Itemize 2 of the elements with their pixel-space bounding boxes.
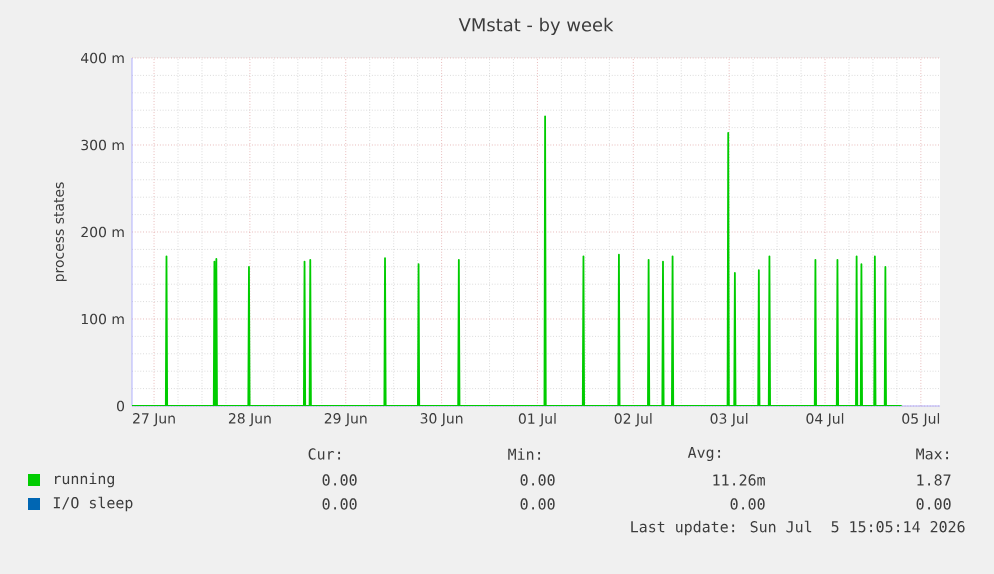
line-series [132,115,903,406]
chart-title: VMstat - by week [458,17,614,35]
